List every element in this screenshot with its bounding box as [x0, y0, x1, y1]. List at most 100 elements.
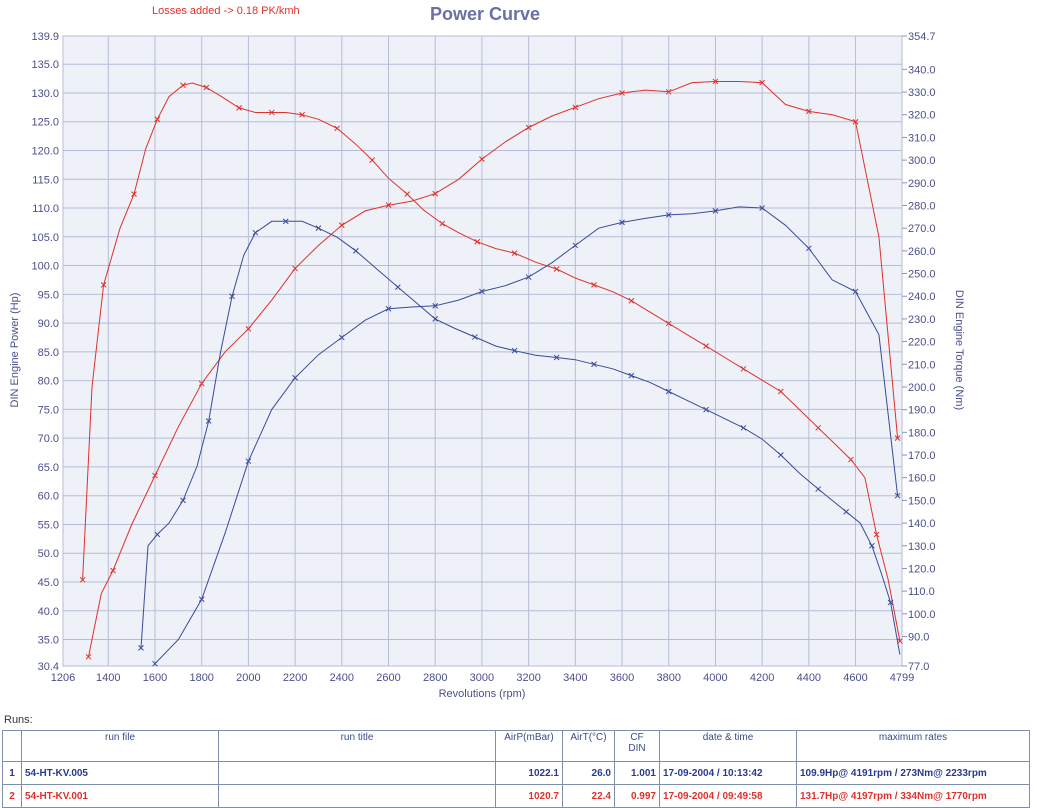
data-point: [712, 78, 719, 85]
air-pressure: 1020.7: [495, 784, 563, 808]
x-tick-label: 1600: [143, 672, 167, 684]
data-point: [805, 108, 812, 115]
data-point: [815, 486, 822, 492]
data-point: [852, 288, 859, 295]
y-tick-label: 115.0: [32, 174, 59, 186]
date-time: 17-09-2004 / 09:49:58: [659, 784, 797, 808]
y2-tick-label: 280.0: [908, 200, 936, 212]
data-point: [432, 190, 439, 197]
data-point: [572, 104, 579, 111]
series-group: [79, 78, 903, 667]
data-point: [472, 334, 478, 340]
run-file-header: run file: [21, 730, 219, 762]
y2-axis-ticks: 77.0 90.0 100.0 110.0 120.0 130.0 140.0 150.0 16…: [902, 31, 936, 673]
y-tick-label: 135.0: [31, 59, 59, 71]
data-point: [572, 242, 579, 249]
x-tick-label: 3600: [610, 672, 634, 684]
air-pressure: 1022.1: [495, 761, 563, 785]
y-tick-label: 85.0: [38, 347, 59, 359]
max-rates-header: maximum rates: [796, 730, 1030, 762]
air-temperature: 22.4: [562, 784, 615, 808]
data-point: [154, 531, 161, 538]
data-point: [154, 116, 161, 123]
data-point: [777, 388, 784, 395]
y2-tick-label: 190.0: [908, 405, 936, 417]
series-line: [82, 82, 901, 642]
y2-axis-title: DIN Engine Torque (Nm): [953, 290, 965, 410]
y-tick-label: 70.0: [38, 433, 59, 445]
data-point: [439, 220, 446, 227]
chart-title: Power Curve: [430, 4, 540, 24]
data-point: [394, 284, 401, 290]
data-point: [759, 79, 765, 86]
y-tick-label: 40.0: [38, 606, 59, 618]
x-tick-label: 2800: [423, 672, 447, 684]
power-curve-chart: 1206 1400 1600 1800 2000 2200 2400 2600 2800 3000…: [9, 4, 965, 700]
data-point: [479, 288, 485, 295]
data-point: [334, 125, 340, 132]
runs-table: run file run title AirP(mBar) AirT(°C) C…: [2, 730, 1030, 808]
y-axis-ticks: 30.4 35.0 40.0 45.0 50.0 55.0 60.0 65.0 70.0 75.0…: [31, 31, 59, 673]
run-file: 54-HT-KV.005: [21, 761, 219, 785]
data-point: [712, 208, 719, 214]
y-tick-label: 35.0: [38, 635, 59, 647]
y-tick-label: 105.0: [31, 232, 59, 244]
y2-tick-label: 270.0: [908, 223, 936, 235]
data-point: [369, 157, 376, 163]
y-tick-label: 75.0: [38, 404, 59, 416]
data-point: [815, 424, 822, 431]
data-point: [873, 531, 880, 538]
maximum-rates: 131.7Hp@ 4197rpm / 334Nm@ 1770rpm: [796, 784, 1030, 808]
data-point: [848, 456, 854, 463]
y2-tick-label: 230.0: [908, 314, 936, 326]
x-tick-label: 3400: [563, 672, 587, 684]
data-point: [268, 109, 275, 116]
x-axis-title: Revolutions (rpm): [439, 688, 526, 700]
run-title-header: run title: [218, 730, 496, 762]
y2-tick-label: 140.0: [908, 518, 936, 530]
y-tick-label: 50.0: [38, 548, 59, 560]
data-point: [203, 84, 210, 91]
cf-header-line2: DIN: [628, 743, 646, 754]
table-row[interactable]: 2 54-HT-KV.001 1020.7 22.4 0.997 17-09-2…: [2, 784, 1030, 808]
data-point: [180, 82, 186, 89]
x-tick-label: 2200: [283, 672, 307, 684]
y2-tick-label: 100.0: [908, 609, 936, 621]
y-tick-label: 120.0: [31, 145, 59, 157]
index-header: [2, 730, 22, 762]
data-point: [245, 458, 252, 465]
table-row[interactable]: 1 54-HT-KV.005 1022.1 26.0 1.001 17-09-2…: [2, 761, 1030, 785]
data-point: [198, 380, 205, 387]
x-tick-label: 4000: [703, 672, 727, 684]
data-point: [180, 497, 186, 504]
data-point: [299, 111, 305, 118]
data-point: [805, 245, 812, 252]
y-tick-label: 90.0: [38, 318, 59, 330]
runs-label: Runs:: [4, 714, 33, 726]
x-tick-label: 1206: [51, 672, 75, 684]
data-point: [292, 265, 298, 272]
x-axis-ticks: 1206 1400 1600 1800 2000 2200 2400 2600 2800 3000…: [51, 672, 914, 684]
data-point: [665, 388, 672, 395]
y2-tick-label: 340.0: [908, 64, 936, 76]
y-tick-label: 139.9: [31, 31, 59, 43]
y2-tick-label: 310.0: [908, 132, 936, 144]
data-point: [479, 156, 485, 162]
y-tick-label: 100.0: [31, 261, 59, 273]
data-point: [131, 191, 137, 197]
y2-tick-label: 330.0: [908, 87, 936, 99]
cf-header-line1: CF: [630, 732, 644, 743]
data-point: [619, 219, 625, 226]
series-line: [140, 220, 901, 655]
datetime-header: date & time: [659, 730, 797, 762]
run-title: [218, 784, 496, 808]
data-point: [887, 599, 894, 606]
y-tick-label: 125.0: [31, 117, 59, 129]
air-temperature: 26.0: [562, 761, 615, 785]
y2-tick-label: 160.0: [908, 473, 936, 485]
airp-header: AirP(mBar): [495, 730, 563, 762]
data-point: [85, 653, 92, 660]
data-point: [110, 567, 116, 574]
y2-tick-label: 90.0: [908, 632, 929, 644]
data-point: [619, 90, 625, 96]
